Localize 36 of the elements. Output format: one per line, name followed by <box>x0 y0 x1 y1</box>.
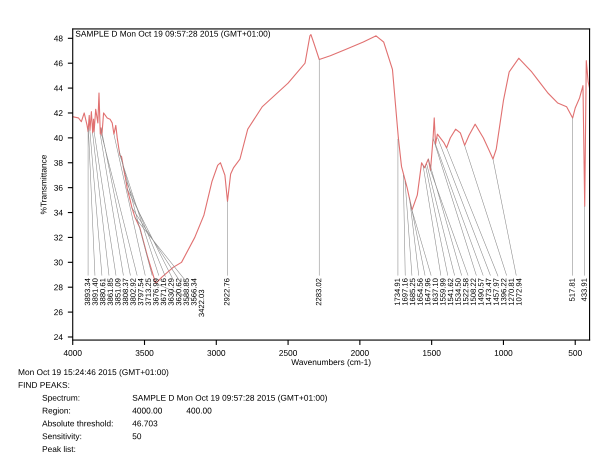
y-tick-label: 30 <box>54 260 63 266</box>
chart-title: SAMPLE D Mon Oct 19 09:57:28 2015 (GMT+01:00) <box>76 30 270 38</box>
y-tick-label: 46 <box>54 60 63 66</box>
y-tick-label: 24 <box>54 334 63 340</box>
y-tick-label: 34 <box>54 210 63 216</box>
y-tick-label: 32 <box>54 234 63 241</box>
text: Absolute threshold: <box>42 420 113 426</box>
x-tick-label: 2500 <box>279 350 298 356</box>
text: SAMPLE D Mon Oct 19 09:57:28 2015 (GMT+01:00) <box>132 394 327 402</box>
x-tick-label: 3000 <box>207 350 226 356</box>
x-tick-label: 2000 <box>351 350 369 356</box>
y-tick-label: 42 <box>54 110 63 116</box>
text: 46.703 <box>132 420 158 426</box>
y-tick-label: 36 <box>54 184 63 191</box>
x-tick-label: 3500 <box>136 350 154 356</box>
text: FIND PEAKS: <box>18 382 70 388</box>
y-tick-label: 28 <box>54 284 63 290</box>
x-tick-label: 4000 <box>64 350 82 356</box>
text: Mon Oct 19 15:24:46 2015 (GMT+01:00) <box>18 368 168 377</box>
y-tick-label: 26 <box>54 309 63 316</box>
x-tick-label: 500 <box>568 350 582 356</box>
text: 400.00 <box>186 408 212 414</box>
y-tick-label: 40 <box>54 135 63 141</box>
x-tick-label: 1500 <box>423 350 441 356</box>
text: 4000.00 <box>132 408 162 414</box>
text: Peak list: <box>42 446 76 452</box>
y-axis-title: %Transmittance <box>40 154 47 214</box>
text: 50 <box>132 433 142 440</box>
y-tick-label: 44 <box>54 85 63 92</box>
y-tick-label: 38 <box>54 160 63 166</box>
x-axis-title: Wavenumbers (cm-1) <box>291 358 371 367</box>
text: Region: <box>42 407 70 416</box>
x-tick-label: 1000 <box>494 350 512 356</box>
y-tick-label: 48 <box>54 36 63 42</box>
text: Sensitivity: <box>42 433 82 441</box>
text: Spectrum: <box>42 394 80 402</box>
